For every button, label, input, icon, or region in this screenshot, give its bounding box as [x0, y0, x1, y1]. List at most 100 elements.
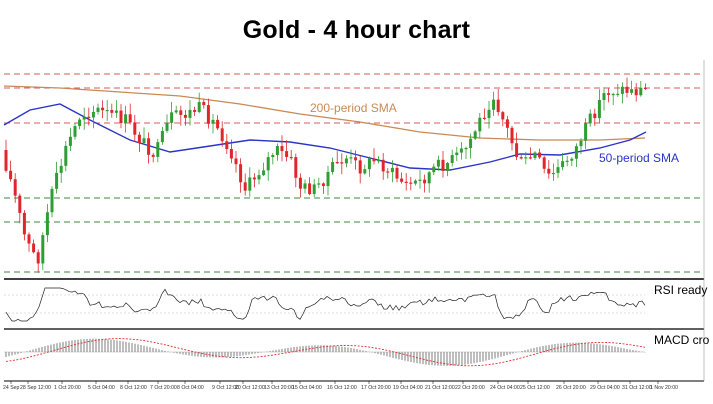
candle-body-68 [317, 183, 321, 185]
candle-body-79 [367, 158, 371, 170]
candle-body-85 [395, 167, 399, 179]
candle-body-29 [137, 134, 141, 144]
x-tick-label-16: 24 Oct 04:00 [490, 385, 520, 391]
candle-body-70 [326, 171, 330, 187]
candle-body-128 [593, 113, 597, 119]
candle-body-7 [36, 252, 40, 264]
candle-body-61 [285, 151, 289, 157]
candle-body-95 [441, 159, 445, 171]
candle-body-41 [193, 109, 197, 112]
x-tick-label-19: 29 Oct 04:00 [590, 385, 620, 391]
candle-body-78 [363, 169, 367, 174]
x-tick-label-7: 9 Oct 12:00 [212, 385, 239, 391]
candle-body-59 [275, 145, 279, 155]
sma200-label: 200-period SMA [310, 101, 397, 115]
candle-body-50 [234, 158, 238, 165]
candle-body-109 [505, 119, 509, 128]
candle-body-120 [556, 167, 560, 173]
candles [4, 77, 647, 273]
chart-title: Gold - 4 hour chart [242, 16, 471, 44]
candle-body-116 [538, 152, 542, 158]
candle-body-44 [206, 105, 210, 124]
candle-body-94 [436, 159, 440, 167]
candle-body-138 [639, 87, 643, 96]
candle-body-107 [496, 99, 500, 113]
candle-body-65 [303, 183, 307, 189]
candle-body-125 [579, 140, 583, 147]
x-tick-label-17: 25 Oct 12:00 [520, 385, 550, 391]
candle-body-77 [358, 160, 362, 174]
candle-body-63 [294, 157, 298, 178]
candle-body-92 [427, 172, 431, 184]
candle-body-137 [634, 89, 638, 96]
candle-body-102 [473, 131, 477, 139]
x-tick-label-3: 5 Oct 04:00 [88, 385, 115, 391]
candle-body-114 [528, 157, 532, 159]
candle-body-10 [50, 188, 54, 213]
candle-body-39 [183, 114, 187, 118]
candle-body-117 [542, 157, 546, 169]
candle-body-67 [312, 184, 316, 195]
candle-body-34 [160, 130, 164, 143]
candle-body-60 [280, 145, 284, 152]
candle-body-24 [114, 110, 118, 113]
candle-body-23 [110, 109, 114, 113]
candle-body-100 [464, 147, 468, 150]
candle-body-75 [349, 157, 353, 159]
candle-body-3 [18, 195, 22, 213]
x-tick-label-21: 1 Nov 20:00 [650, 385, 678, 391]
candle-body-49 [229, 148, 233, 159]
candle-body-43 [202, 101, 206, 106]
candle-body-9 [45, 212, 49, 236]
rsi-line [5, 287, 646, 322]
candle-body-4 [22, 212, 26, 235]
candle-body-36 [170, 112, 174, 123]
candle-body-123 [570, 158, 574, 161]
candle-body-40 [188, 109, 192, 118]
x-axis: 24 Sep 28 Sep 12:00 1 Oct 20:00 5 Oct 04:00… [3, 60, 705, 391]
candle-body-130 [602, 93, 606, 100]
candle-body-83 [386, 171, 390, 173]
level-lines [4, 73, 704, 273]
candle-body-97 [450, 155, 454, 163]
candle-body-126 [584, 123, 588, 141]
x-tick-label-11: 16 Oct 12:00 [327, 385, 357, 391]
candle-body-6 [32, 243, 36, 253]
x-tick-label-4: 8 Oct 12:00 [120, 385, 147, 391]
rsi-panel [4, 287, 646, 322]
candle-body-11 [55, 172, 59, 189]
candle-body-110 [510, 127, 514, 144]
candle-body-51 [239, 164, 243, 183]
candle-body-84 [390, 167, 394, 173]
candle-body-31 [147, 138, 151, 155]
candle-body-132 [611, 93, 615, 96]
x-tick-label-14: 21 Oct 12:00 [425, 385, 455, 391]
candle-body-93 [432, 166, 436, 173]
candle-body-45 [211, 119, 215, 124]
candle-body-2 [13, 179, 17, 196]
x-tick-label-6: 8 Oct 04:00 [177, 385, 204, 391]
candle-body-37 [174, 110, 178, 113]
candle-body-35 [165, 122, 169, 131]
candle-body-0 [4, 150, 8, 171]
candle-body-108 [501, 112, 505, 120]
candle-body-111 [515, 143, 519, 158]
candle-body-14 [68, 136, 72, 146]
candle-body-121 [561, 161, 565, 168]
candle-body-58 [271, 154, 275, 158]
candle-body-89 [413, 180, 417, 184]
candle-body-64 [298, 177, 302, 189]
candle-body-90 [418, 179, 422, 181]
candle-body-66 [308, 183, 312, 195]
candle-body-21 [101, 107, 105, 111]
candle-body-38 [179, 110, 183, 115]
candle-body-26 [124, 114, 128, 124]
candle-body-96 [446, 162, 450, 171]
candle-body-136 [630, 89, 634, 93]
candle-body-124 [574, 146, 578, 159]
candle-body-80 [372, 158, 376, 162]
candle-body-72 [335, 162, 339, 164]
candle-body-15 [73, 126, 77, 137]
x-tick-label-13: 19 Oct 04:00 [393, 385, 423, 391]
